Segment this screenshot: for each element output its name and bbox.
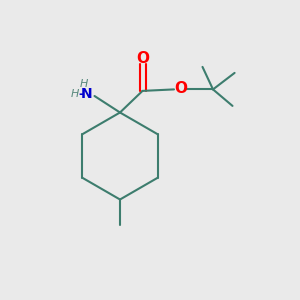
Text: H: H [71, 89, 79, 99]
Text: -: - [78, 88, 84, 101]
Text: O: O [174, 81, 187, 96]
Text: H: H [80, 79, 88, 89]
Text: O: O [136, 51, 149, 66]
Text: N: N [81, 87, 93, 101]
